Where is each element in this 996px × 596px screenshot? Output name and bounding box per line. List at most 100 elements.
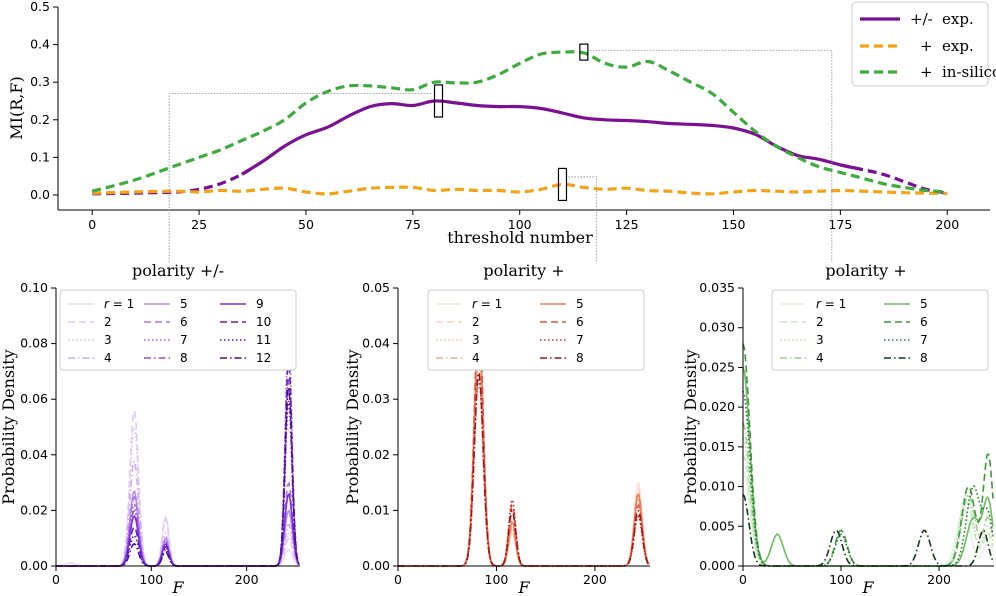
mi-plot-area [91,50,948,196]
y-tick-label: 0.05 [362,280,390,295]
top-y-ticks: 0.0 0.1 0.2 0.3 0.4 0.5 [30,0,58,202]
top-y-tick-label: 0.2 [30,112,50,127]
y-tick-label: 0.015 [699,439,735,454]
top-y-tick-label: 0.4 [30,37,50,52]
top-legend: +/- exp. + exp. + in-silico [851,1,996,87]
density-line-r3 [56,425,300,567]
y-tick-label: 0.010 [699,479,735,494]
legend-entry-label: 7 [920,333,928,347]
legend-entry-label: 4 [104,351,112,365]
top-y-tick-label: 0.3 [30,74,50,89]
density-line-r1 [55,498,300,567]
legend-entry-label: 6 [920,315,928,329]
legend-entry-label: 4 [816,351,824,365]
top-x-tick-label: 100 [508,217,532,232]
panel2-legend: r = 1 2 3 4 5 6 7 8 [427,289,645,371]
legend-entry-label: 5 [180,297,188,311]
legend-label-pm-exp: exp. [942,10,974,28]
panel3-y-label: Probability Density [681,349,700,504]
highlight-box [579,43,589,61]
legend-entry-label: 9 [256,297,264,311]
legend-entry-label: 7 [180,333,188,347]
y-tick-label: 0.06 [20,391,48,406]
series-pm-exp-line [240,99,863,176]
y-tick-label: 0.08 [20,336,48,351]
legend-entry-label: 2 [472,315,480,329]
density-line-r11 [56,400,300,567]
panel2-y-label: Probability Density [343,349,362,504]
y-tick-label: 0.035 [699,280,735,295]
density-line-r9 [56,492,300,567]
x-tick-label: 100 [485,572,509,587]
top-x-tick-label: 150 [722,217,746,232]
connector-left [168,93,433,262]
legend-frame [427,289,645,371]
legend-frame [59,289,297,371]
highlight-boxes [433,43,589,202]
top-x-tick-label: 125 [615,217,639,232]
panel3-title: polarity + [825,261,906,280]
legend-entry-label: 10 [256,315,271,329]
density-line-r3 [742,438,994,567]
panel1-title: polarity +/- [132,261,224,280]
panel2-x-label: F [517,578,530,596]
panel1-ticks: 0 100 200 0.00 0.02 0.04 0.06 0.08 0.10 [20,280,258,587]
y-tick-label: 0.03 [362,391,390,406]
top-y-label: MI(R,F) [7,76,26,139]
y-tick-label: 0.020 [699,399,735,414]
legend-sign-pm-exp: +/- [910,10,933,28]
panel3-x-label: F [861,578,874,596]
highlight-box [557,167,568,202]
legend-label-p-insilico: in-silico [942,63,996,81]
density-line-r8 [398,372,650,567]
highlight-box [433,84,444,118]
panel-polarity-pm: polarity +/- 0 100 200 0.00 0.02 0.04 0.06 0.08… [0,261,300,596]
legend-entry-label: 4 [472,351,480,365]
y-tick-label: 0.005 [699,518,735,533]
legend-entry-label: 3 [816,333,824,347]
x-tick-label: 200 [583,572,607,587]
density-line-r3 [398,366,650,567]
density-line-r2 [742,454,994,567]
top-x-tick-label: 50 [298,217,314,232]
density-line-r4 [742,422,994,567]
legend-entry-label: 8 [576,351,584,365]
density-line-r10 [56,359,300,567]
legend-entry-label: 6 [576,315,584,329]
panel2-title: polarity + [483,261,564,280]
y-tick-label: 0.030 [699,320,735,335]
panel-polarity-p-insilico: polarity + 0 100 200 0.000 0.005 0.010 0.015 0.… [681,261,994,596]
x-tick-label: 0 [739,572,747,587]
x-tick-label: 0 [52,572,60,587]
top-x-tick-label: 175 [828,217,852,232]
legend-entry-label: 5 [920,297,928,311]
top-y-tick-label: 0.0 [30,187,50,202]
legend-entry-label: r = 1 [472,297,502,311]
panel-polarity-p-exp: polarity + 0 100 200 0.00 0.01 0.02 0.03 0.04 0.… [343,261,650,596]
density-line-r8 [56,378,300,567]
top-legend-frame [851,1,989,87]
legend-entry-label: r = 1 [104,297,134,311]
y-tick-label: 0.10 [20,280,48,295]
panel1-y-label: Probability Density [0,349,18,504]
panel2-ticks: 0 100 200 0.00 0.01 0.02 0.03 0.04 0.05 [362,280,607,587]
panel1-x-label: F [171,578,184,596]
legend-label-p-exp: exp. [942,37,974,55]
y-tick-label: 0.025 [699,359,735,374]
top-x-label: threshold number [447,228,593,247]
density-line-r7 [398,377,650,567]
y-tick-label: 0.04 [20,447,48,462]
panel1-legend: r = 1 2 3 4 5 6 7 8 9 10 11 12 [59,289,297,371]
connector-lines [168,49,833,262]
legend-entry-label: 6 [180,315,188,329]
top-y-tick-label: 0.1 [30,149,50,164]
density-line-r4 [398,344,650,567]
y-tick-label: 0.01 [362,502,390,517]
y-tick-label: 0.00 [362,558,390,573]
density-line-r2 [398,344,650,567]
density-line-r5 [56,489,300,567]
density-line-r4 [56,458,300,567]
panel3-ticks: 0 100 200 0.000 0.005 0.010 0.015 0.020 0.025 0.0… [699,280,951,587]
x-tick-label: 100 [139,572,163,587]
top-panel: 0 25 50 75 100 125 150 175 200 0.00.10.20.30.40.… [7,0,996,247]
